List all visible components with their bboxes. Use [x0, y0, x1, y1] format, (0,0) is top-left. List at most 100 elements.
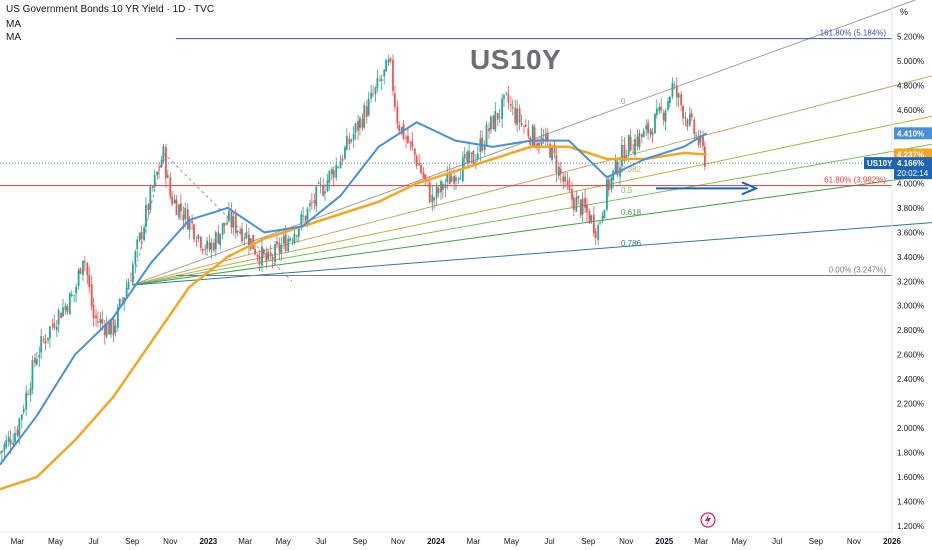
candle-body — [385, 59, 388, 72]
candle-body — [335, 164, 338, 178]
candle-body — [496, 112, 499, 120]
candle-body — [531, 125, 534, 147]
candle-body — [610, 177, 613, 190]
candle-body — [304, 215, 307, 221]
x-tick-label: Mar — [11, 537, 25, 546]
candle-body — [77, 270, 80, 287]
candle-body — [664, 110, 667, 122]
candle-body — [642, 130, 645, 138]
candle-body — [296, 235, 298, 237]
candle-body — [92, 305, 95, 319]
candle-body — [252, 235, 255, 250]
candle-body — [262, 249, 265, 255]
candle-body — [533, 127, 536, 146]
ma-fast-line — [0, 121, 708, 466]
ma-indicator-1[interactable]: MA — [6, 19, 21, 30]
candle-body — [326, 180, 329, 192]
y-tick-label: 3.400% — [897, 253, 924, 262]
candle-body — [79, 268, 82, 274]
fan-label: 0.382 — [621, 165, 642, 174]
candle-body — [501, 98, 504, 120]
candle-body — [158, 169, 160, 171]
candle-body — [118, 298, 121, 307]
candle-body — [658, 106, 661, 112]
candle-body — [472, 150, 475, 164]
candle-body — [108, 322, 111, 335]
candle-body — [40, 336, 43, 353]
candle-body — [302, 215, 305, 217]
candle-body — [634, 139, 636, 155]
candle-body — [169, 177, 172, 197]
candle-body — [490, 116, 492, 130]
candle-body — [568, 185, 571, 190]
candle-body — [188, 218, 191, 230]
arrow-head-icon — [741, 181, 759, 196]
candle-body — [254, 249, 257, 255]
candle-body — [450, 176, 453, 182]
candle-body — [35, 359, 38, 365]
candle-body — [197, 234, 200, 240]
candle-body — [572, 197, 575, 210]
candle-body — [143, 227, 145, 241]
candle-body — [551, 145, 553, 160]
candle-body — [27, 394, 29, 396]
fan-label: 0.5 — [621, 186, 633, 195]
candle-body — [201, 249, 204, 251]
candle-body — [601, 216, 604, 220]
candle-body — [171, 196, 174, 205]
y-tick-label: 2.400% — [897, 375, 924, 384]
candle-body — [418, 163, 421, 166]
candle-body — [339, 161, 342, 169]
candle-body — [258, 256, 261, 265]
candle-body — [697, 135, 700, 145]
candle-body — [278, 243, 281, 253]
candle-body — [348, 138, 351, 145]
candle-body — [149, 186, 152, 210]
candle-body — [300, 214, 303, 226]
badge-ma-fast-bg — [894, 127, 932, 140]
candle-body — [7, 436, 10, 442]
y-tick-label: 3.800% — [897, 204, 924, 213]
candle-body — [627, 134, 630, 154]
candle-body — [47, 337, 49, 341]
x-tick-label: Jul — [544, 537, 554, 546]
candle-body — [315, 186, 318, 207]
candle-body — [492, 115, 495, 129]
candle-body — [191, 220, 194, 223]
candle-body — [527, 128, 530, 137]
x-tick-label: Mar — [238, 537, 252, 546]
candle-body — [380, 79, 383, 82]
candle-body — [236, 230, 239, 233]
y-tick-label: 4.800% — [897, 82, 924, 91]
ma-indicator-2[interactable]: MA — [6, 32, 21, 43]
candle-body — [690, 113, 693, 118]
candle-body — [324, 191, 326, 194]
badge-price: 4.166% — [897, 159, 924, 168]
candle-body — [645, 125, 648, 130]
candle-body — [226, 222, 228, 225]
candle-body — [160, 160, 163, 168]
x-tick-label: Jul — [88, 537, 98, 546]
candle-body — [655, 108, 658, 116]
candle-body — [116, 307, 119, 328]
candle-body — [588, 211, 591, 223]
candle-body — [51, 324, 54, 326]
candle-body — [230, 211, 233, 228]
candle-body — [514, 107, 517, 123]
candle-body — [629, 136, 632, 151]
y-tick-label: 2.200% — [897, 400, 924, 409]
ma-slow-line — [0, 145, 707, 491]
y-tick-label: 5.200% — [897, 33, 924, 42]
candle-body — [518, 108, 521, 123]
candle-body — [70, 294, 73, 296]
candle-body — [22, 408, 25, 413]
candle-body — [151, 186, 154, 189]
candle-body — [328, 171, 331, 183]
candle-body — [387, 59, 390, 63]
candle-body — [428, 182, 431, 203]
candle-body — [503, 94, 505, 99]
candle-body — [147, 204, 150, 211]
candle-body — [341, 158, 344, 161]
candle-body — [354, 123, 357, 133]
